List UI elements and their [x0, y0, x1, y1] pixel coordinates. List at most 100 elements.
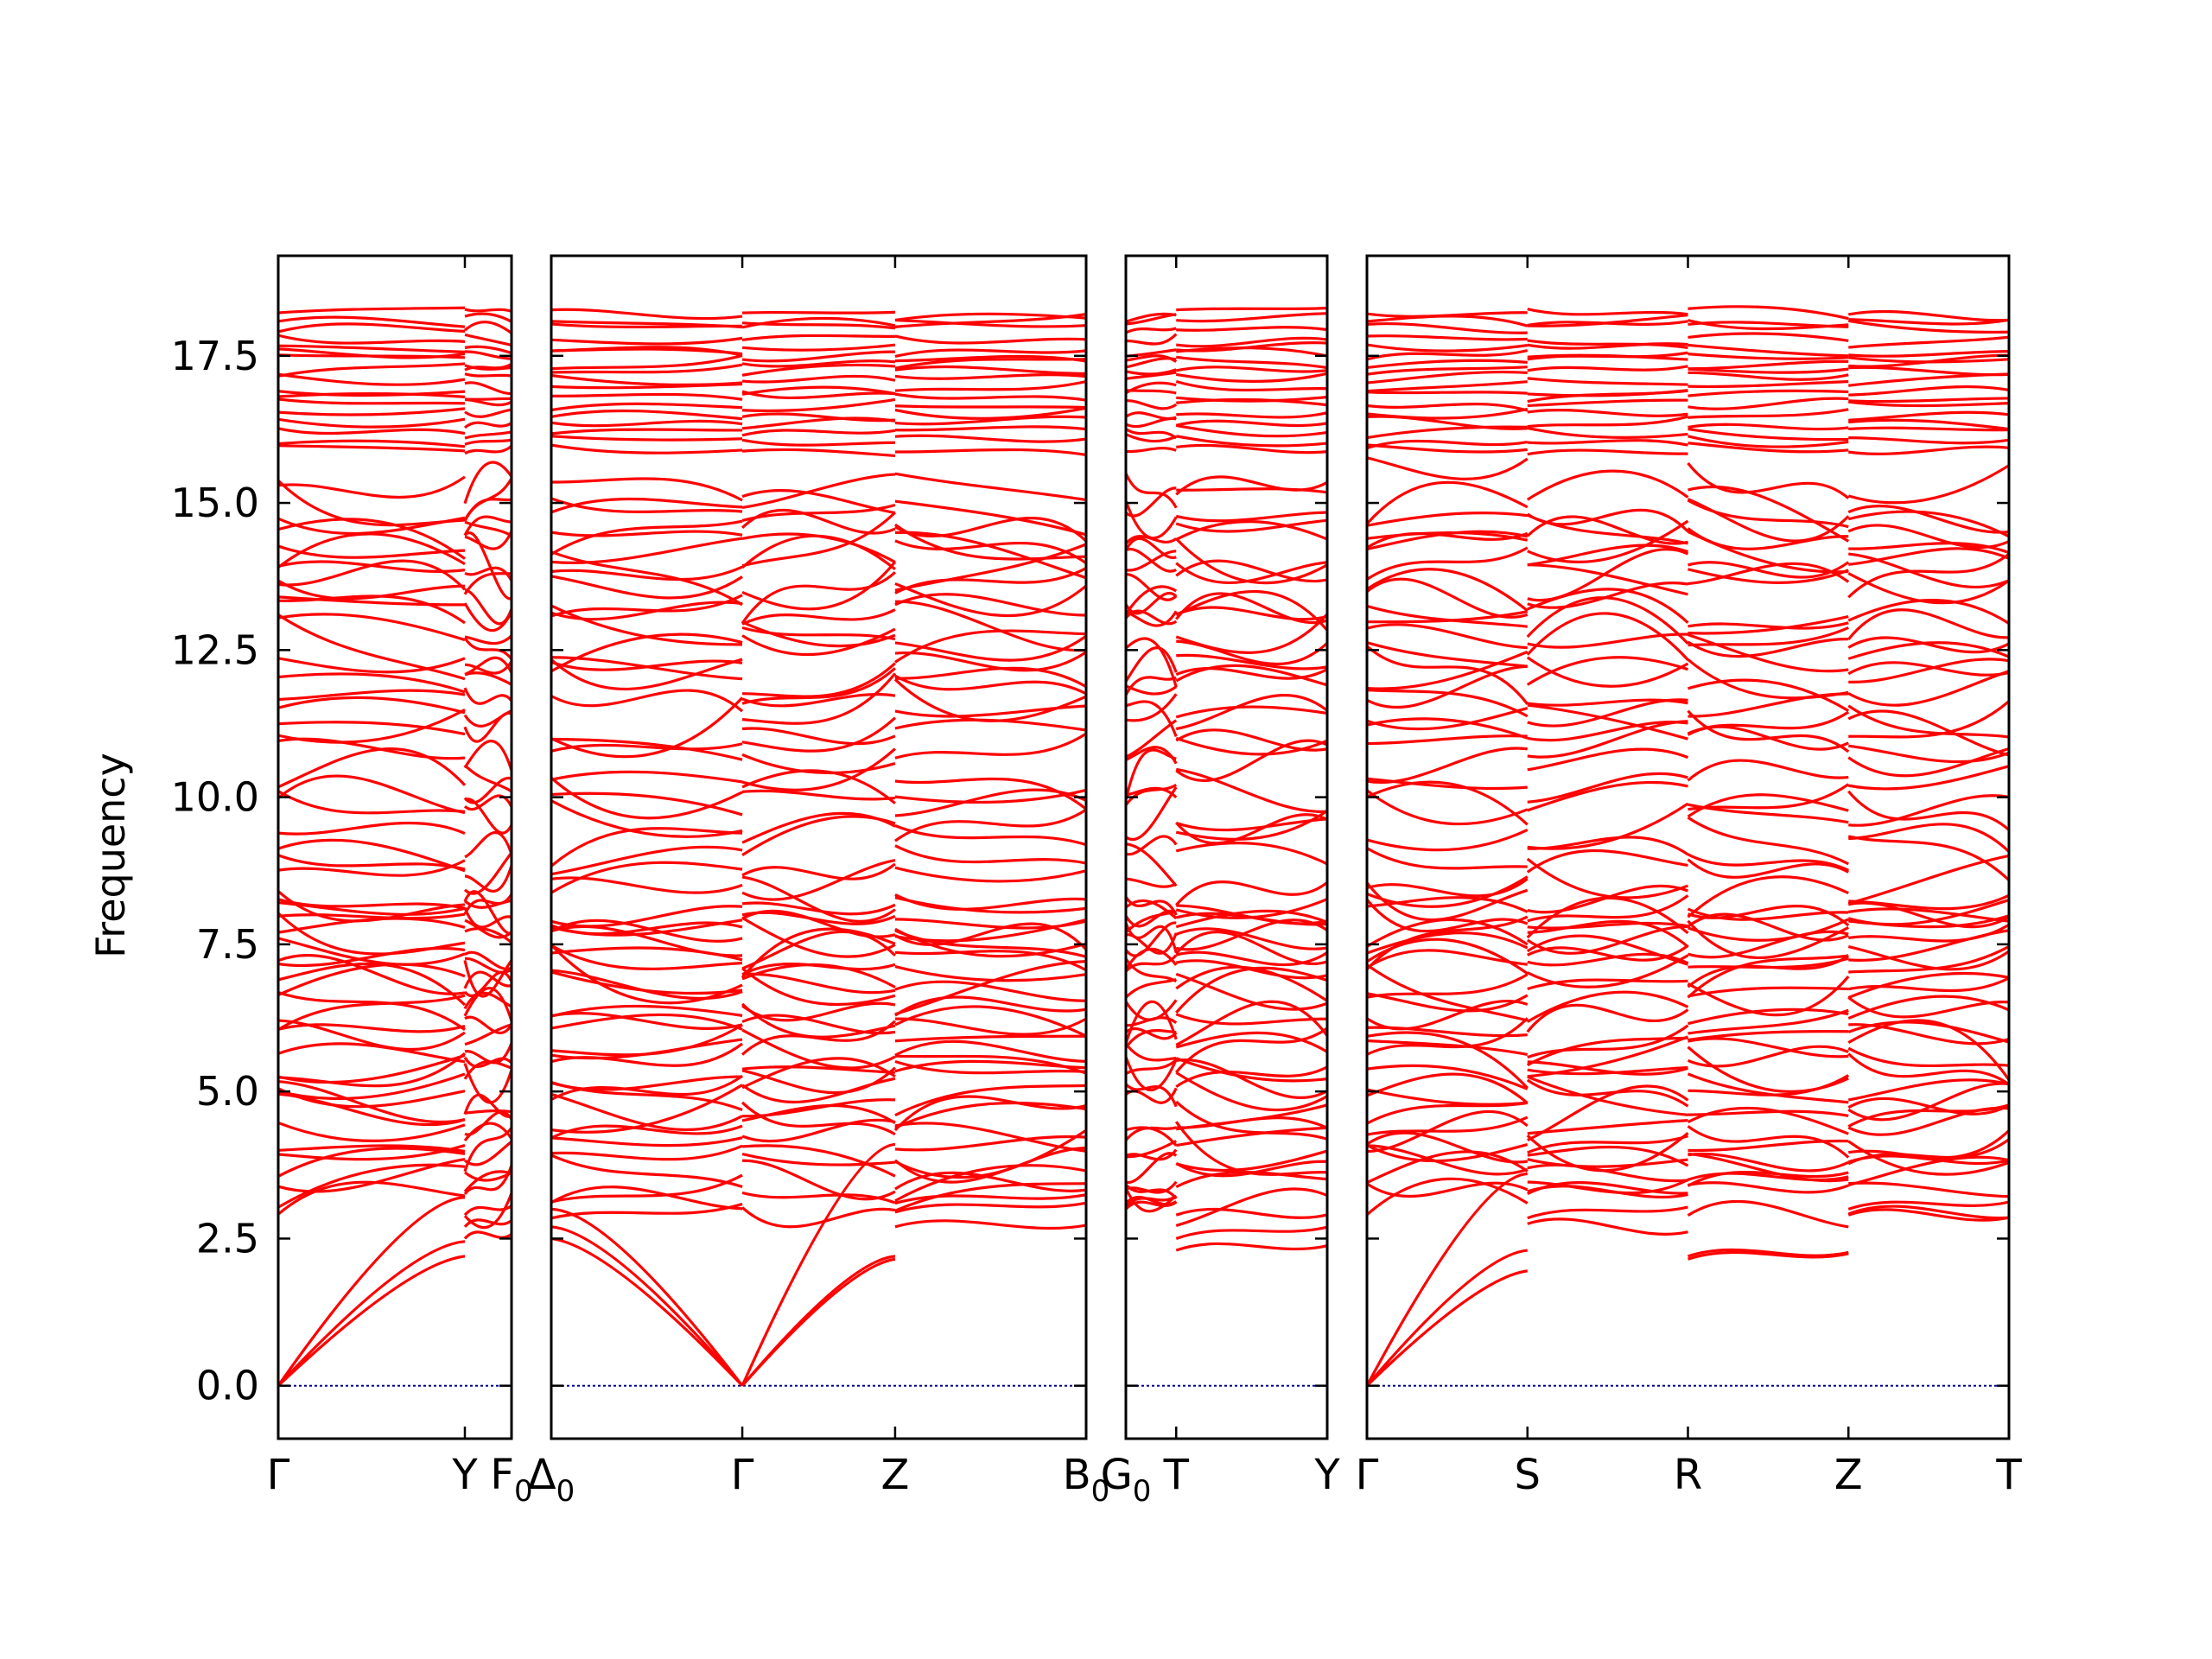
band-line — [1367, 1072, 1529, 1104]
band-line — [464, 397, 512, 401]
band-line — [463, 970, 512, 989]
band-line — [551, 1012, 743, 1030]
band-line — [1848, 335, 2009, 349]
band-line — [893, 808, 1086, 842]
band-line — [1848, 385, 2009, 397]
band-line — [1847, 553, 2009, 599]
band-line — [1175, 372, 1327, 383]
band-line — [1688, 1008, 1849, 1035]
band-line — [894, 348, 1086, 359]
band-line — [1367, 645, 1529, 705]
band-line — [1527, 952, 1689, 967]
band-line — [278, 439, 466, 448]
band-line — [1847, 599, 2009, 625]
band-line — [741, 438, 895, 447]
band-line — [1175, 379, 1327, 392]
band-line — [1367, 1064, 1529, 1090]
band-line — [551, 594, 743, 618]
band-line — [1126, 786, 1178, 799]
band-line — [1527, 1024, 1689, 1059]
acoustic-band-line — [551, 1207, 744, 1387]
band-line — [464, 798, 512, 835]
band-line — [741, 1057, 896, 1090]
band-line — [1126, 1042, 1177, 1062]
band-line — [278, 407, 466, 416]
band-line — [1176, 1116, 1327, 1129]
band-line — [1367, 734, 1528, 746]
panel-1-frame — [276, 254, 513, 1440]
y-tick-label: 0.0 — [196, 1363, 259, 1409]
band-line — [741, 350, 895, 363]
band-line — [1367, 1039, 1529, 1057]
band-line — [1176, 411, 1327, 419]
y-tick-label: 17.5 — [171, 333, 259, 379]
band-line — [1847, 1052, 2009, 1086]
band-line — [464, 957, 512, 974]
band-line — [463, 687, 512, 705]
band-line — [894, 1128, 1086, 1179]
band-line — [551, 497, 743, 514]
band-line — [1687, 1125, 1850, 1159]
band-line — [278, 322, 466, 334]
band-line — [1176, 904, 1327, 925]
band-line — [1687, 918, 1849, 942]
band-line — [1527, 409, 1688, 417]
band-line — [1367, 391, 1528, 395]
band-line — [464, 520, 512, 537]
band-line — [894, 866, 1086, 883]
band-line — [464, 660, 512, 675]
band-line — [1126, 999, 1178, 1021]
band-line — [741, 716, 897, 753]
band-line — [742, 310, 896, 315]
band-line — [1367, 780, 1529, 826]
band-line — [1175, 909, 1327, 929]
band-line — [1688, 442, 1849, 454]
band-line — [1367, 334, 1528, 341]
band-line — [1367, 1116, 1529, 1136]
band-line — [464, 634, 512, 645]
band-line — [464, 1015, 512, 1034]
band-line — [463, 531, 512, 601]
band-line — [894, 1182, 1086, 1212]
band-line — [1687, 875, 1849, 918]
band-line — [1688, 1007, 1849, 1026]
band-line — [551, 428, 743, 435]
band-line — [278, 937, 466, 966]
acoustic-band-line — [1687, 1248, 1849, 1258]
band-line — [1126, 922, 1178, 954]
band-line — [1527, 894, 1689, 923]
band-line — [1847, 709, 2009, 757]
band-line — [463, 1056, 512, 1069]
band-line — [551, 658, 743, 690]
band-line — [894, 334, 1086, 345]
band-line — [278, 890, 466, 923]
band-line — [1847, 765, 2009, 791]
band-line — [551, 1023, 743, 1057]
acoustic-band-line — [551, 1225, 744, 1387]
band-line — [1176, 653, 1327, 671]
band-line — [1687, 1170, 1849, 1187]
band-line — [894, 415, 1086, 426]
band-line — [741, 1103, 896, 1124]
band-line — [1176, 336, 1327, 348]
band-line — [1175, 667, 1327, 680]
band-line — [1848, 552, 2009, 589]
band-line — [894, 582, 1086, 618]
band-line — [463, 851, 512, 895]
band-line — [1367, 311, 1528, 318]
band-line — [1175, 419, 1327, 428]
acoustic-band-line — [1367, 1249, 1528, 1387]
band-line — [551, 322, 743, 329]
band-line — [464, 408, 512, 418]
band-line — [278, 579, 466, 601]
band-line — [1688, 986, 1849, 998]
band-line — [1527, 921, 1688, 930]
band-line — [1174, 592, 1327, 625]
band-line — [741, 815, 896, 856]
band-line — [1175, 589, 1327, 632]
band-line — [1367, 664, 1528, 709]
band-line — [463, 764, 512, 793]
band-line — [1367, 439, 1529, 450]
band-line — [551, 443, 743, 454]
band-line — [1527, 389, 1688, 397]
